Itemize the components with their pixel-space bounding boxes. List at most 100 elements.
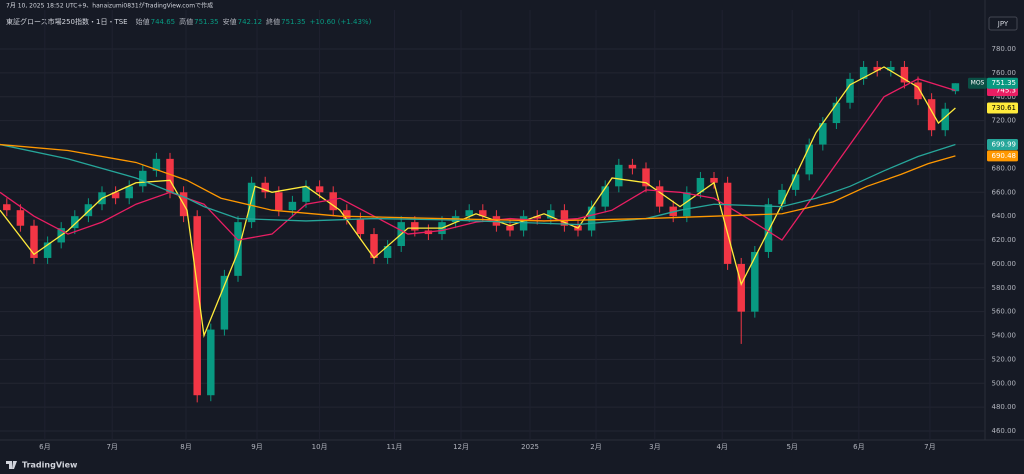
x-tick-label: 6月 xyxy=(853,443,864,451)
moving-average xyxy=(0,143,956,222)
candle-body xyxy=(329,192,337,211)
candle-body xyxy=(519,216,528,231)
candle-body xyxy=(951,83,960,92)
y-tick-label: 540.00 xyxy=(992,332,1017,340)
candle-body xyxy=(139,170,147,187)
x-tick-label: 7月 xyxy=(106,443,117,451)
candle-body xyxy=(587,206,596,231)
candle-body xyxy=(84,204,93,217)
x-tick-label: 2025 xyxy=(521,443,539,451)
candle-body xyxy=(166,158,174,193)
candle-body xyxy=(411,222,419,231)
candle-body xyxy=(247,182,256,223)
x-tick-label: 8月 xyxy=(180,443,191,451)
candle-body xyxy=(655,186,664,207)
symbol-tag: MOS xyxy=(971,80,985,87)
candle-body xyxy=(696,177,705,193)
y-tick-label: 500.00 xyxy=(992,379,1017,387)
candle-body xyxy=(873,66,881,71)
y-tick-label: 740.00 xyxy=(992,93,1017,101)
ohlc-value: 751.35 xyxy=(281,18,306,26)
candle-body xyxy=(764,204,773,252)
candle-body xyxy=(479,210,487,217)
candle-body xyxy=(683,192,691,217)
x-tick-label: 4月 xyxy=(716,443,727,451)
candle-body xyxy=(16,210,25,226)
candle-body xyxy=(887,66,895,71)
candle-body xyxy=(275,192,283,211)
y-tick-label: 480.00 xyxy=(992,403,1017,411)
candle-body xyxy=(3,204,11,211)
ohlc-value: 742.12 xyxy=(238,18,263,26)
x-tick-label: 11月 xyxy=(386,443,402,451)
x-tick-label: 9月 xyxy=(251,443,262,451)
ma-last-label: 730.61 xyxy=(992,104,1017,112)
candle-body xyxy=(846,78,854,103)
y-tick-label: 460.00 xyxy=(992,427,1017,435)
last-price-label-box xyxy=(987,77,1018,89)
candle-body xyxy=(900,66,909,83)
ma-last-label-box xyxy=(987,139,1018,151)
x-tick-label: 3月 xyxy=(649,443,660,451)
x-tick-label: 5月 xyxy=(786,443,797,451)
y-tick-label: 520.00 xyxy=(992,355,1017,363)
y-tick-label: 560.00 xyxy=(992,308,1017,316)
x-tick-label: 2月 xyxy=(590,443,601,451)
candle-body xyxy=(152,158,161,171)
y-tick-label: 680.00 xyxy=(992,164,1017,172)
candle-body xyxy=(315,186,324,193)
x-tick-label: 6月 xyxy=(39,443,50,451)
candle-body xyxy=(193,216,201,396)
candle-body xyxy=(288,201,297,211)
candle-body xyxy=(356,218,365,235)
y-tick-label: 640.00 xyxy=(992,212,1017,220)
ohlc-label: 始値 xyxy=(136,17,150,26)
last-price-label: 751.35 xyxy=(992,79,1017,87)
currency-box[interactable] xyxy=(988,16,1018,31)
ma-last-label-box xyxy=(987,102,1018,114)
candle-body xyxy=(791,174,800,190)
currency[interactable]: JPY xyxy=(997,20,1009,28)
candle-body xyxy=(819,123,827,145)
candle-body xyxy=(778,189,786,205)
candle-body xyxy=(859,66,868,79)
brand-logo xyxy=(6,461,17,469)
change: +10.60 (+1.43%) xyxy=(310,18,372,26)
candle-body xyxy=(533,216,541,219)
ohlc-label: 終値 xyxy=(266,17,280,26)
candle-body xyxy=(71,216,79,229)
candle-body xyxy=(615,164,623,187)
candle-body xyxy=(547,210,555,219)
y-tick-label: 780.00 xyxy=(992,45,1017,53)
candle-body xyxy=(43,242,52,258)
x-tick-label: 7月 xyxy=(924,443,935,451)
candle-body xyxy=(628,164,637,169)
candle-body xyxy=(927,99,936,131)
candle-body xyxy=(832,102,841,124)
candle-body xyxy=(207,329,215,396)
x-tick-label: 10月 xyxy=(312,443,328,451)
symbol: 東証グロース市場250指数・1日・TSE xyxy=(6,17,128,26)
candle-body xyxy=(343,210,351,219)
candle-body xyxy=(560,210,569,226)
candle-body xyxy=(302,186,310,202)
candle-body xyxy=(723,182,732,264)
y-tick-label: 580.00 xyxy=(992,284,1017,292)
ma-last-label: 745.3 xyxy=(996,86,1016,94)
candle-body xyxy=(125,186,133,199)
ohlc-label: 安値 xyxy=(223,17,237,26)
candle-body xyxy=(465,210,473,217)
y-tick-label: 620.00 xyxy=(992,236,1017,244)
y-tick-label: 760.00 xyxy=(992,69,1017,77)
candle-body xyxy=(234,222,242,276)
candle-body xyxy=(805,144,813,175)
candle-body xyxy=(941,108,949,131)
created-note: 7月 10, 2025 18:52 UTC+9、hanaizumi0831がTr… xyxy=(6,2,213,10)
candle-body xyxy=(30,225,38,258)
ma-last-label: 699.99 xyxy=(992,141,1017,149)
y-tick-label: 720.00 xyxy=(992,117,1017,125)
candle-body xyxy=(370,234,378,258)
